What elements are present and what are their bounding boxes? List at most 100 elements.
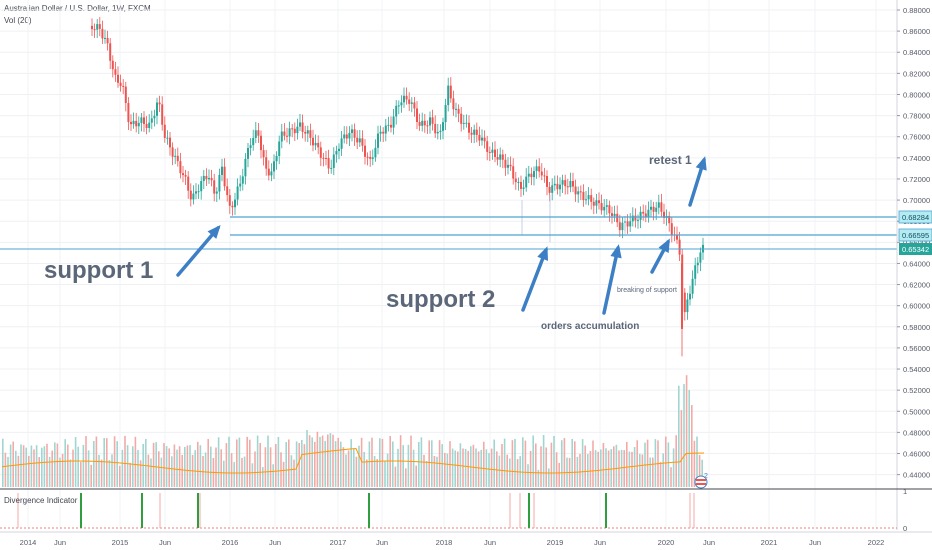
volume-bar	[366, 459, 368, 487]
volume-bar	[407, 444, 410, 487]
volume-bar	[327, 434, 329, 487]
volume-bar	[220, 449, 222, 487]
candle-body	[548, 186, 551, 193]
candle-body	[686, 299, 689, 313]
candle-body	[309, 130, 312, 138]
candle-body	[262, 150, 265, 158]
candle-body	[613, 213, 616, 216]
volume-bar	[615, 444, 618, 487]
candle-body	[447, 85, 450, 106]
price-tick-label: 0.62000	[903, 281, 930, 290]
candle-body	[353, 129, 356, 138]
volume-bar	[600, 449, 602, 487]
candle-body	[330, 167, 333, 169]
divergence-signal-bar	[80, 493, 82, 528]
volume-bar	[613, 446, 615, 487]
candle-body	[449, 85, 452, 99]
volume-bar	[675, 435, 677, 487]
volume-bar	[691, 405, 693, 487]
support2-arrow	[521, 248, 548, 312]
divergence-signal-bar	[605, 493, 607, 528]
volume-bar	[402, 445, 404, 487]
candle-body	[184, 175, 187, 177]
candle-body	[577, 191, 580, 195]
volume-bar	[225, 443, 228, 487]
volume-bar	[90, 464, 92, 487]
volume-bar	[316, 431, 319, 487]
time-tick-label: Jun	[159, 538, 171, 547]
volume-bar	[368, 441, 371, 487]
candle-body	[564, 180, 567, 187]
volume-bar	[7, 456, 9, 487]
volume-bar	[329, 433, 332, 487]
volume-bar	[145, 438, 147, 487]
volume-bar	[618, 450, 620, 487]
candle-body	[442, 122, 444, 131]
candle-body	[587, 195, 590, 200]
candle-body	[137, 122, 140, 127]
volume-bar	[20, 444, 22, 487]
divergence-signal-bar	[368, 493, 370, 528]
volume-bar	[184, 446, 186, 487]
time-tick-label: 2021	[761, 538, 778, 547]
candle-body	[205, 175, 208, 180]
volume-bar	[631, 451, 633, 487]
volume-bar	[636, 440, 638, 487]
candle-body	[369, 156, 372, 159]
volume-bar	[472, 444, 475, 487]
volume-bar	[275, 444, 277, 487]
candle-body	[249, 145, 252, 148]
volume-bar	[77, 446, 79, 487]
candle-body	[202, 175, 205, 182]
candle-body	[200, 181, 203, 192]
volume-bar	[319, 436, 321, 487]
volume-bar	[298, 442, 300, 487]
candle-body	[252, 137, 255, 146]
candle-body	[109, 43, 112, 61]
candle-body	[639, 211, 642, 220]
candle-body	[631, 215, 634, 222]
time-tick-label: Jun	[594, 538, 606, 547]
candle-body	[140, 117, 143, 123]
annotation-breaking: breaking of support	[617, 287, 677, 294]
volume-bar	[433, 455, 436, 487]
time-tick-label: Jun	[484, 538, 496, 547]
volume-bar	[249, 439, 251, 487]
candle-body	[491, 149, 494, 153]
candle-body	[319, 147, 322, 158]
candle-body	[543, 175, 546, 177]
volume-bar	[158, 451, 160, 487]
candle-body	[605, 205, 608, 207]
candle-body	[345, 134, 348, 139]
volume-bar	[451, 448, 454, 487]
price-tick-label: 0.58000	[903, 323, 930, 332]
volume-bar	[119, 465, 121, 487]
candle-body	[517, 181, 520, 183]
volume-bar	[498, 455, 501, 487]
candle-body	[306, 130, 309, 134]
volume-bar	[28, 455, 30, 487]
candle-body	[153, 115, 156, 119]
volume-bar	[550, 442, 553, 487]
candle-body	[423, 120, 426, 126]
volume-bar	[347, 450, 350, 487]
volume-bar	[342, 447, 345, 487]
candle-body	[197, 191, 200, 193]
candle-body	[637, 219, 639, 221]
candle-body	[364, 145, 366, 157]
candle-body	[148, 122, 151, 128]
candle-body	[696, 262, 699, 266]
volume-bar	[150, 458, 152, 487]
us-flag-stripe	[696, 479, 706, 481]
volume-bar	[2, 438, 4, 487]
candle-body	[322, 157, 325, 159]
volume-bar	[116, 441, 118, 487]
volume-bar	[415, 465, 417, 487]
volume-bar	[659, 462, 662, 487]
volume-bar	[121, 449, 124, 487]
volume-bar	[246, 436, 248, 487]
volume-bar	[418, 441, 420, 487]
volume-bar	[173, 444, 176, 487]
volume-bar	[33, 449, 35, 487]
